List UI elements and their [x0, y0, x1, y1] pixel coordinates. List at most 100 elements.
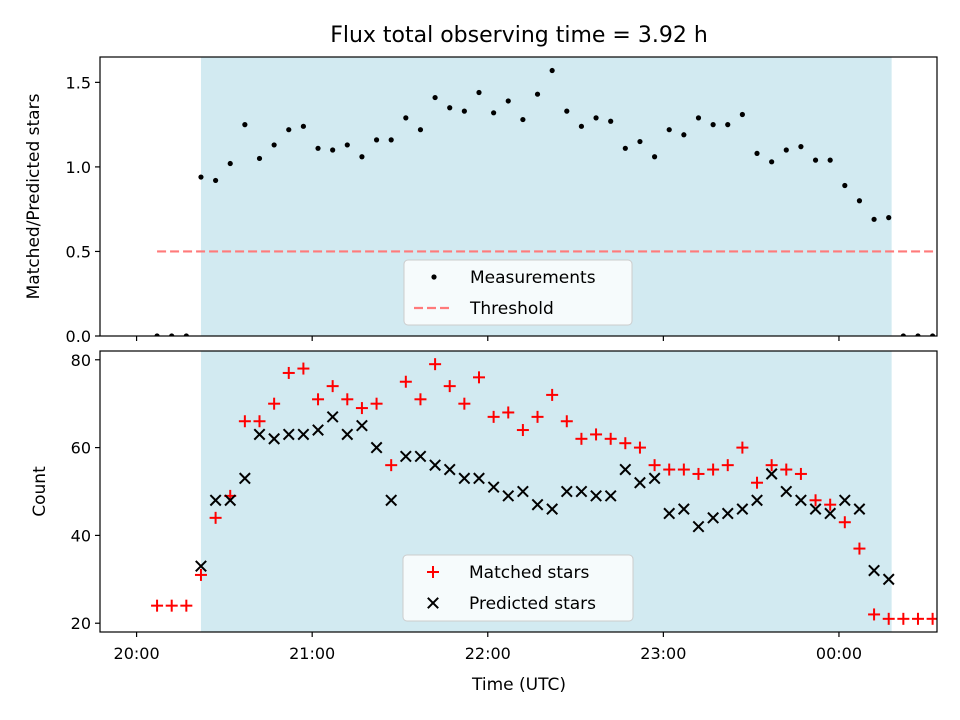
measurements-point	[666, 127, 672, 133]
figure-title: Flux total observing time = 3.92 h	[330, 23, 708, 48]
measurements-point	[593, 115, 599, 121]
measurements-point	[710, 122, 716, 128]
predicted-stars-point	[677, 503, 690, 515]
measurements-point	[754, 150, 760, 156]
x-tick-label: 00:00	[816, 644, 862, 663]
matched-stars-legend-swatch	[427, 566, 439, 578]
measurements-point	[769, 159, 775, 165]
matched-stars-point	[663, 463, 676, 476]
predicted-stars-point	[531, 498, 544, 511]
matched-stars-point	[560, 415, 573, 428]
legend-label: Threshold	[469, 299, 554, 319]
legend-label: Predicted stars	[469, 594, 596, 614]
matched-stars-point	[472, 371, 485, 384]
predicted-stars-point	[838, 494, 851, 507]
measurements-point	[651, 154, 658, 160]
measurements-point	[447, 105, 453, 111]
predicted-stars-point	[575, 485, 588, 498]
matched-stars-point	[853, 542, 866, 555]
measurements-point	[432, 94, 438, 101]
predicted-stars-point	[297, 428, 310, 441]
y-tick-label: 1.5	[66, 73, 91, 92]
predicted-stars-point	[414, 450, 427, 463]
predicted-stars-point	[692, 520, 705, 533]
y-tick-label: 20	[71, 614, 91, 633]
matched-stars-point	[604, 432, 617, 445]
measurements-point	[286, 127, 292, 133]
predicted-stars-point	[765, 468, 778, 480]
matched-stars-point	[443, 380, 456, 393]
measurements-point	[695, 115, 702, 121]
matched-stars-point	[794, 467, 807, 480]
measurements-point	[812, 157, 819, 163]
predicted-stars-point	[795, 494, 807, 507]
measurements-point	[798, 144, 804, 150]
matched-stars-point	[180, 599, 193, 612]
y-axis-label: Count	[30, 466, 50, 517]
matched-stars-point	[151, 599, 164, 612]
measurements-point	[827, 157, 833, 163]
matched-stars-point	[692, 467, 705, 480]
axes-frame	[99, 56, 938, 337]
measurements-point	[198, 174, 204, 180]
predicted-stars-point	[560, 485, 573, 498]
measurements-point	[183, 333, 189, 336]
measurements-point	[403, 115, 409, 121]
matched-stars-point	[897, 612, 910, 625]
measurements-point	[256, 155, 263, 162]
predicted-stars-point	[209, 494, 222, 507]
matched-stars-point	[751, 476, 764, 489]
predicted-stars-point	[370, 441, 383, 454]
x-tick-label: 21:00	[289, 644, 335, 663]
matched-stars-point	[677, 463, 690, 476]
measurements-point	[739, 111, 745, 118]
predicted-stars-point	[780, 485, 793, 498]
measurements-point	[915, 333, 921, 336]
matched-stars-point	[297, 362, 310, 375]
measurements-point	[783, 147, 789, 153]
matched-stars-point	[268, 397, 281, 410]
matched-stars-point	[590, 428, 603, 441]
predicted-stars-point	[546, 503, 559, 515]
matched-stars-point	[575, 432, 588, 445]
matched-stars-point	[238, 415, 251, 428]
measurements-point	[505, 98, 511, 104]
legend: Matched stars Predicted stars	[402, 554, 634, 622]
measurements-point	[461, 108, 467, 114]
plot-area	[151, 358, 937, 625]
matched-stars-point	[707, 463, 720, 476]
matched-stars-point	[194, 568, 207, 581]
matched-stars-point	[868, 608, 881, 621]
predicted-stars-point	[619, 463, 632, 476]
predicted-stars-point	[648, 472, 661, 485]
matched-stars-point	[414, 393, 427, 406]
predicted-stars-point	[809, 503, 822, 515]
measurements-point	[564, 108, 570, 114]
matched-stars-point	[502, 406, 515, 419]
x-tick-label: 22:00	[465, 644, 511, 663]
predicted-stars-point	[590, 489, 602, 502]
measurements-point	[476, 89, 482, 96]
y-tick-label: 0.0	[66, 327, 91, 346]
matched-stars-point	[809, 494, 822, 507]
predicted-stars-point	[253, 428, 266, 441]
predicted-stars-point	[458, 472, 471, 485]
predicted-stars-point	[385, 494, 398, 507]
count-panel: 2040608020:0021:0022:0023:0000:0001:00Co…	[30, 350, 938, 663]
predicted-stars-point	[751, 494, 763, 507]
predicted-stars-point	[356, 419, 368, 432]
matched-stars-point	[399, 375, 412, 388]
matched-stars-point	[487, 410, 500, 423]
predicted-stars-point	[312, 424, 324, 436]
y-tick-label: 40	[71, 526, 91, 545]
measurements-point	[242, 122, 248, 128]
ratio-panel: 0.0 0.5 1.0 1.5 Matched/Predicted stars Measu…	[24, 56, 938, 346]
legend-box	[402, 554, 634, 622]
measurements-point	[227, 160, 233, 167]
measurements-point	[212, 177, 219, 184]
predicted-stars-point	[282, 428, 295, 441]
measurements-point	[344, 142, 350, 148]
measurements-point	[373, 137, 380, 143]
predicted-stars-point	[443, 463, 456, 476]
